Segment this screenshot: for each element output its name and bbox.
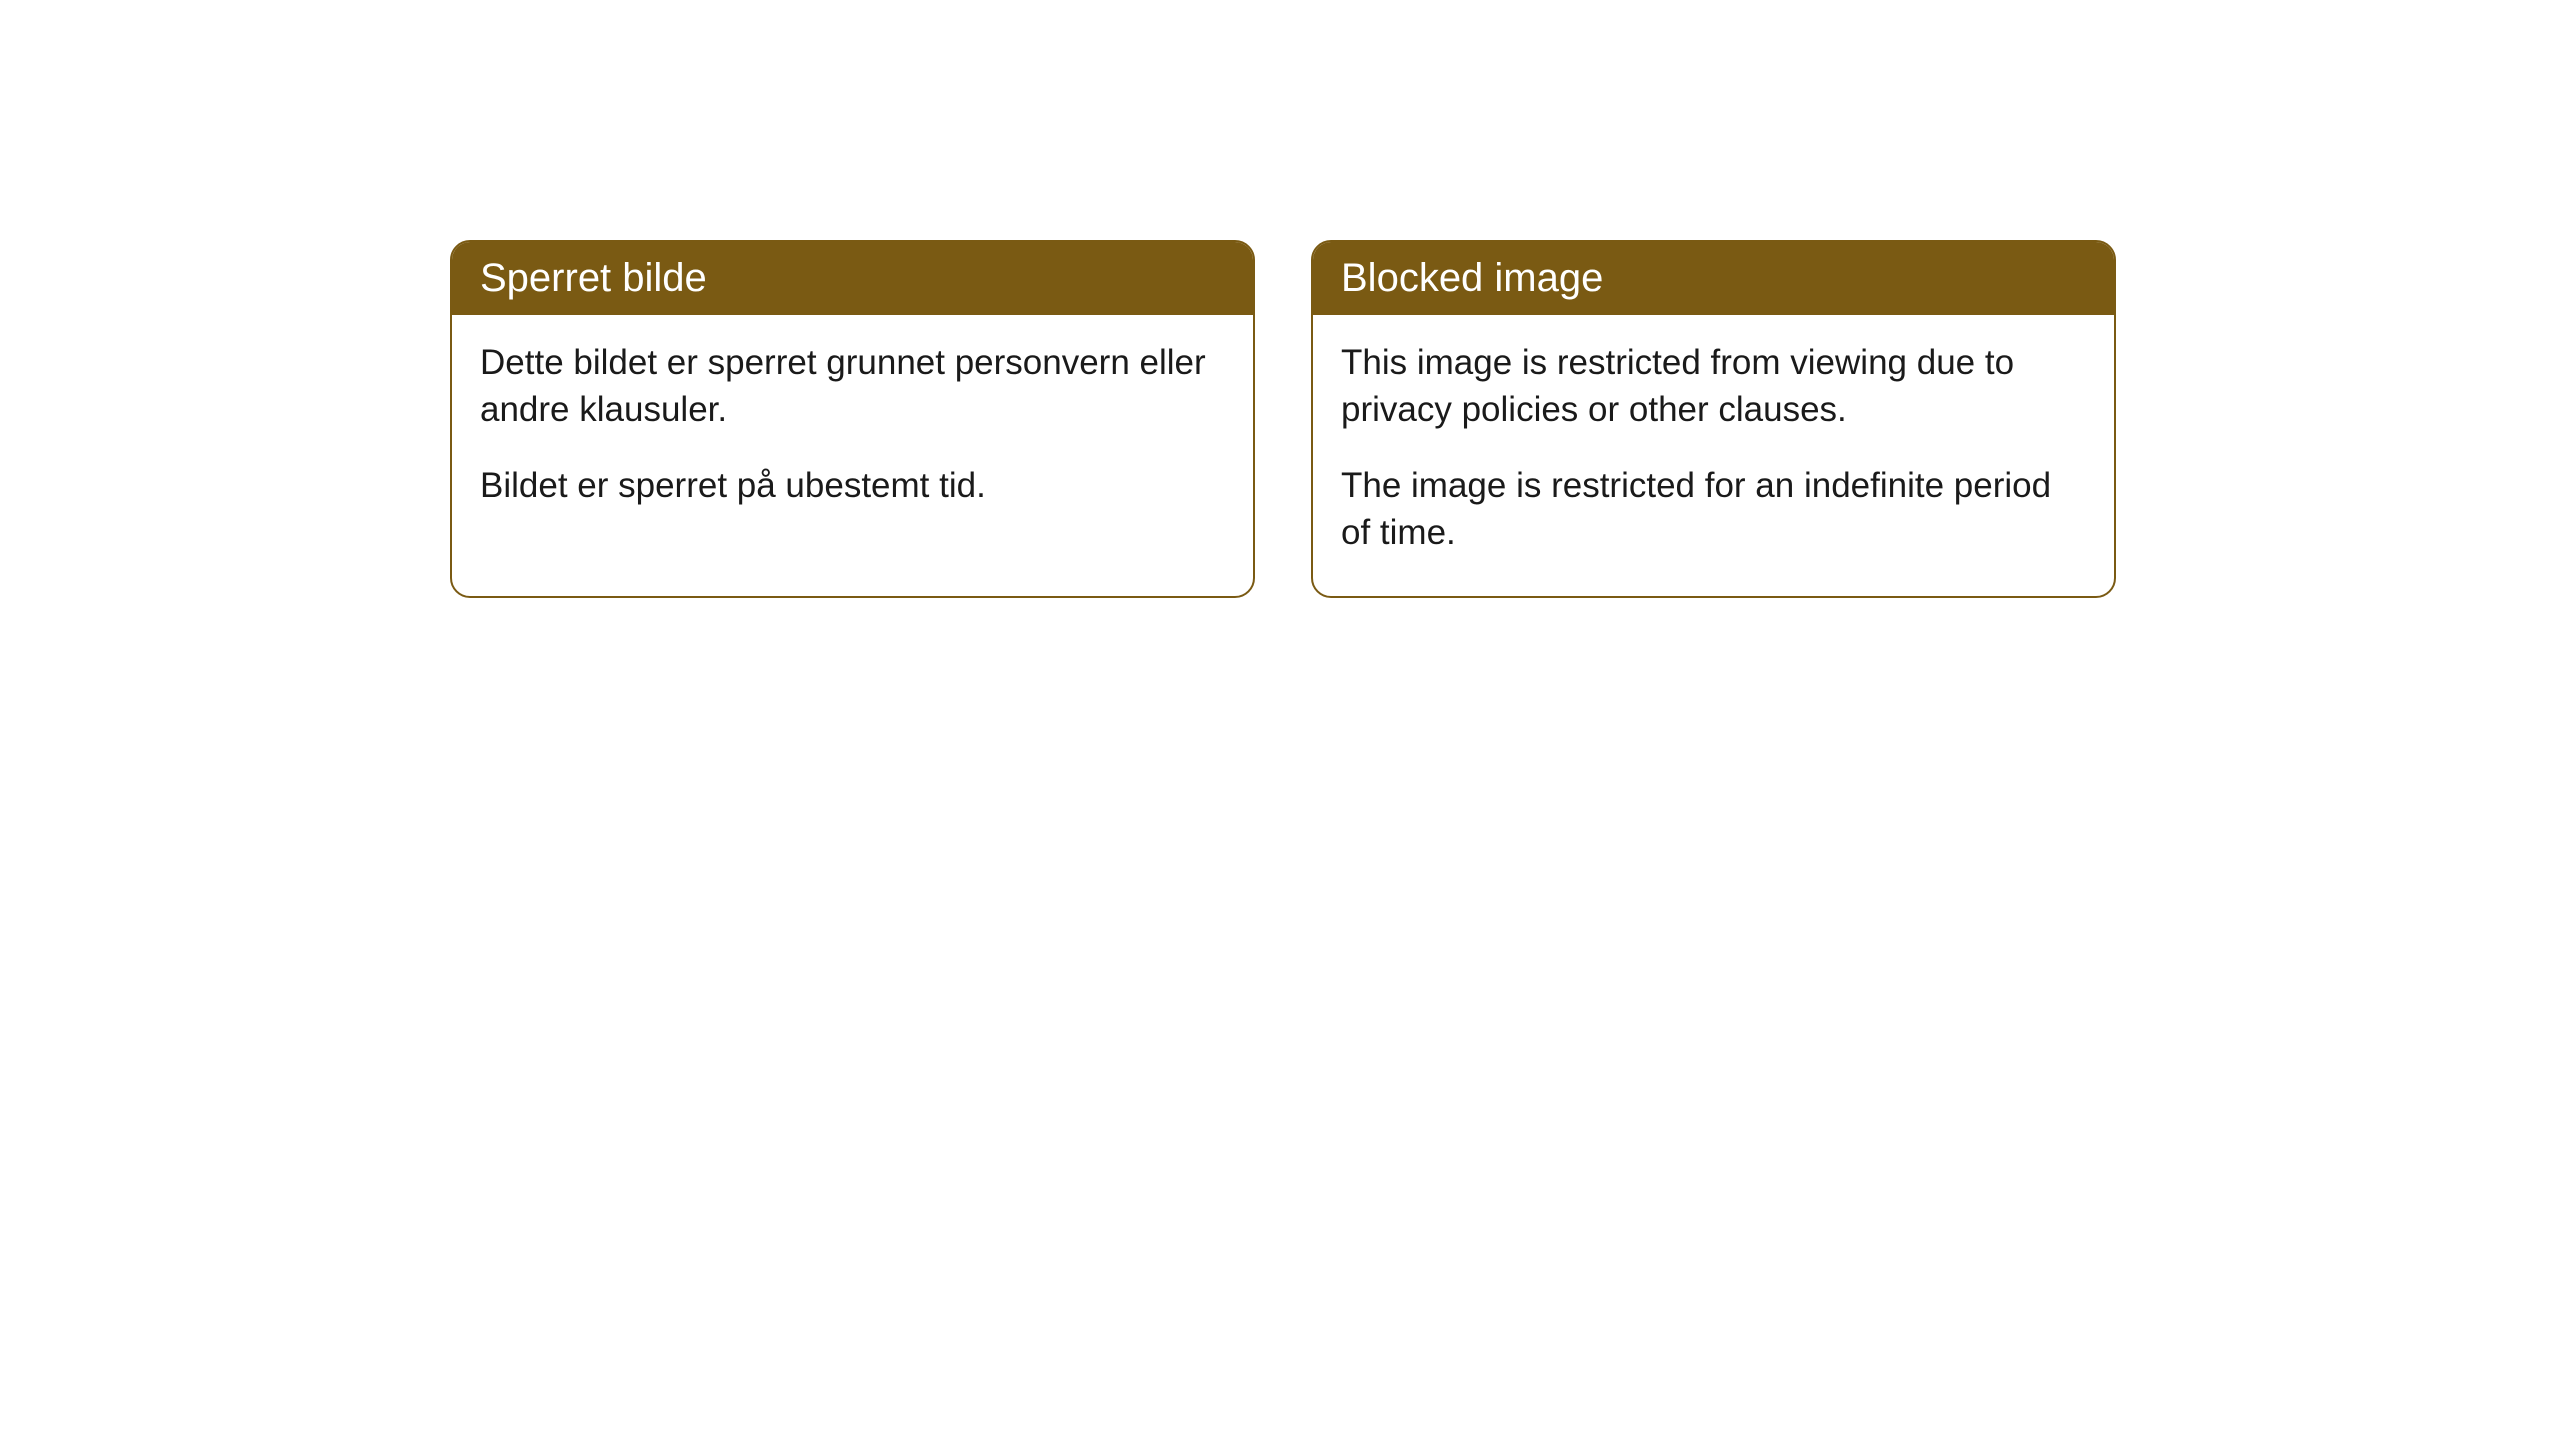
notice-card-norwegian: Sperret bilde Dette bildet er sperret gr… — [450, 240, 1255, 598]
card-title: Sperret bilde — [480, 256, 707, 300]
card-body: This image is restricted from viewing du… — [1313, 315, 2114, 596]
card-header: Blocked image — [1313, 242, 2114, 315]
card-header: Sperret bilde — [452, 242, 1253, 315]
card-paragraph: Dette bildet er sperret grunnet personve… — [480, 339, 1225, 434]
card-paragraph: The image is restricted for an indefinit… — [1341, 462, 2086, 557]
card-body: Dette bildet er sperret grunnet personve… — [452, 315, 1253, 549]
card-title: Blocked image — [1341, 256, 1603, 300]
notice-card-english: Blocked image This image is restricted f… — [1311, 240, 2116, 598]
notice-cards-container: Sperret bilde Dette bildet er sperret gr… — [450, 240, 2116, 598]
card-paragraph: This image is restricted from viewing du… — [1341, 339, 2086, 434]
card-paragraph: Bildet er sperret på ubestemt tid. — [480, 462, 1225, 509]
